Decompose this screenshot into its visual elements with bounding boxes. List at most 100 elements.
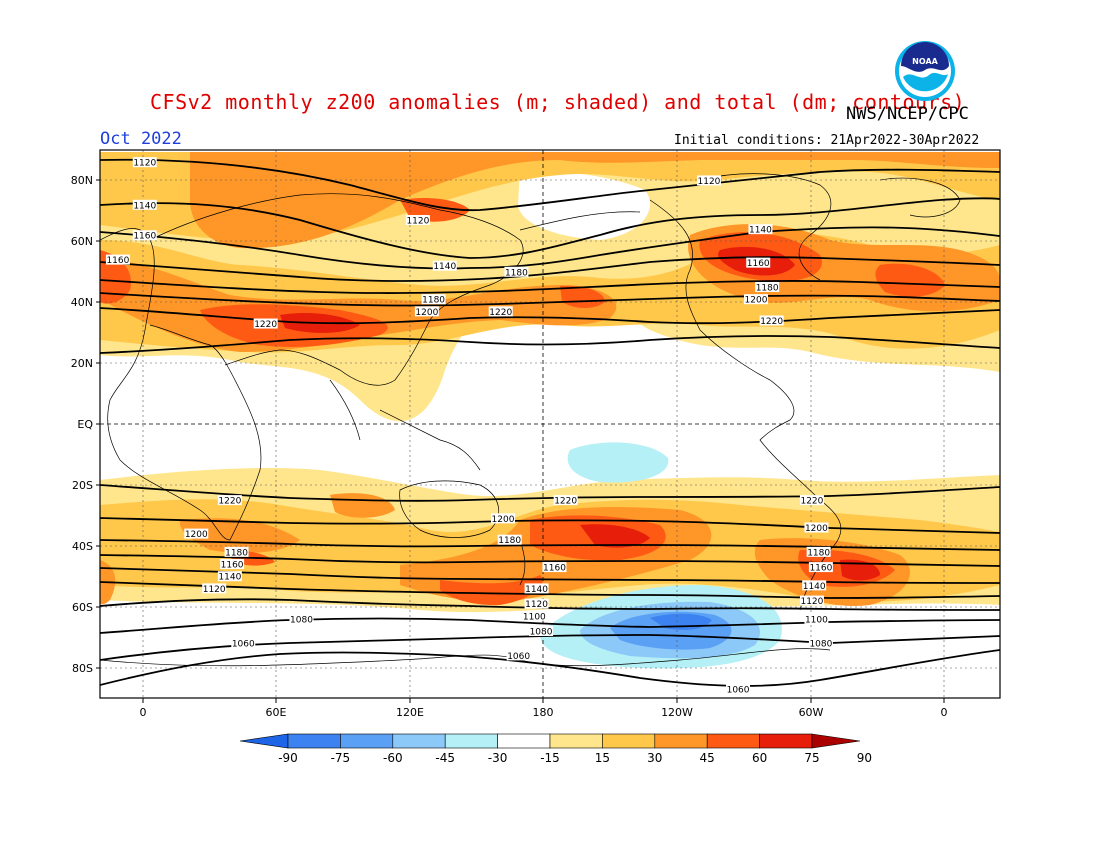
contour-label-text: 1120 bbox=[133, 159, 156, 169]
contour-label-bg bbox=[405, 215, 430, 226]
colorbar-swatch bbox=[497, 733, 551, 749]
contour-label-text: 1180 bbox=[756, 284, 779, 294]
contour-label-bg bbox=[804, 613, 829, 624]
latitude-ticks bbox=[96, 179, 100, 669]
contour-label: 1220 bbox=[799, 495, 824, 507]
colorbar-label: -30 bbox=[488, 751, 508, 765]
lat-label: 20N bbox=[71, 357, 93, 370]
contour-label: 1220 bbox=[253, 318, 278, 330]
latitude-axis: 80N 60N 40N 20N EQ 20S 40S 60S 80S bbox=[71, 174, 94, 675]
contour-label: 1160 bbox=[542, 562, 567, 574]
contour-label-text: 1220 bbox=[254, 320, 277, 330]
contour-label: 1200 bbox=[184, 528, 209, 540]
contour-label-text: 1120 bbox=[698, 177, 721, 187]
contour-label: 1140 bbox=[217, 571, 242, 583]
contour-label-bg bbox=[231, 638, 256, 649]
contour-label: 1160 bbox=[132, 230, 157, 242]
contour-label-bg bbox=[806, 546, 831, 557]
colorbar-label: -15 bbox=[540, 751, 560, 765]
colorbar-label: -60 bbox=[383, 751, 403, 765]
contour-label-text: 1100 bbox=[805, 615, 828, 625]
colorbar: -90 -75 -60 -45 -30 -15 15 30 45 60 75 90 bbox=[239, 733, 872, 765]
contour-label: 1220 bbox=[553, 495, 578, 507]
contour-label-text: 1200 bbox=[805, 524, 828, 534]
lon-label: 120E bbox=[396, 706, 424, 719]
contour-label-bg bbox=[490, 513, 515, 524]
contour-label-bg bbox=[414, 306, 439, 317]
longitude-axis: 0 60E 120E 180 120W 60W 0 bbox=[140, 706, 948, 719]
contour-label: 1200 bbox=[490, 513, 515, 525]
contour-label-bg bbox=[802, 580, 827, 591]
contour-label-text: 1160 bbox=[543, 564, 566, 574]
contour-label-bg bbox=[421, 294, 446, 305]
colorbar-low-extend bbox=[239, 733, 289, 749]
contour-label-bg bbox=[132, 199, 157, 210]
contour-label: 1220 bbox=[217, 495, 242, 507]
contour-label: 1080 bbox=[808, 638, 833, 650]
lon-label: 120W bbox=[661, 706, 693, 719]
contour-label-text: 1220 bbox=[489, 308, 512, 318]
contour-label-text: 1220 bbox=[760, 317, 783, 327]
contour-label-text: 1120 bbox=[203, 585, 226, 595]
lat-label: EQ bbox=[77, 418, 93, 431]
contour-label-text: 1160 bbox=[809, 564, 832, 574]
longitude-ticks bbox=[142, 698, 945, 703]
contour-label-bg bbox=[497, 534, 522, 545]
contour-label-text: 1080 bbox=[290, 615, 313, 625]
contour-label: 1100 bbox=[804, 613, 829, 625]
contour-label-text: 1080 bbox=[530, 628, 553, 638]
contour-label: 1180 bbox=[504, 266, 529, 278]
contour-label-bg bbox=[488, 306, 513, 317]
contour-label-bg bbox=[217, 495, 242, 506]
contour-label-bg bbox=[542, 562, 567, 573]
contour-label: 1120 bbox=[132, 157, 157, 169]
contour-label-bg bbox=[217, 571, 242, 582]
colorbar-label: 90 bbox=[857, 751, 872, 765]
contour-label-text: 1140 bbox=[433, 262, 456, 272]
contour-label: 1180 bbox=[224, 546, 249, 558]
contour-label-bg bbox=[696, 175, 721, 186]
contour-label-bg bbox=[184, 528, 209, 539]
contour-label: 1180 bbox=[497, 534, 522, 546]
contour-label-bg bbox=[755, 282, 780, 292]
contour-label-bg bbox=[289, 613, 314, 624]
contour-label-bg bbox=[553, 495, 578, 506]
contour-label-text: 1100 bbox=[523, 612, 546, 622]
contour-label-text: 1160 bbox=[133, 232, 156, 242]
contour-label: 1100 bbox=[522, 610, 547, 622]
contour-label-text: 1200 bbox=[745, 296, 768, 306]
contour-label-text: 1120 bbox=[800, 597, 823, 607]
contour-label-text: 1180 bbox=[422, 296, 445, 306]
contour-label: 1220 bbox=[759, 315, 784, 327]
colorbar-swatch bbox=[444, 733, 498, 749]
contour-label-text: 1180 bbox=[498, 536, 521, 546]
contour-label-bg bbox=[804, 522, 829, 533]
contour-label-text: 1180 bbox=[225, 548, 248, 558]
contour-label-bg bbox=[524, 583, 549, 594]
lon-label: 0 bbox=[941, 706, 948, 719]
contour-label-bg bbox=[132, 157, 157, 168]
contour-label-bg bbox=[522, 610, 547, 621]
contour-label: 1120 bbox=[405, 215, 430, 227]
colorbar-swatch bbox=[392, 733, 446, 749]
lat-label: 80S bbox=[72, 662, 93, 675]
colorbar-label: 45 bbox=[700, 751, 715, 765]
contour-label-bg bbox=[759, 315, 784, 326]
contour-label: 1140 bbox=[524, 583, 549, 595]
agency-label: NWS/NCEP/CPC bbox=[846, 104, 969, 124]
colorbar-swatch bbox=[706, 733, 760, 749]
contour-label: 1060 bbox=[231, 638, 256, 650]
contour-label-text: 1200 bbox=[415, 308, 438, 318]
lat-label: 60S bbox=[72, 601, 93, 614]
contour-label-bg bbox=[506, 650, 531, 661]
contour-label: 1140 bbox=[748, 224, 773, 236]
forecast-month: Oct 2022 bbox=[100, 129, 182, 149]
contour-label-text: 1080 bbox=[809, 640, 832, 650]
contour-label-text: 1140 bbox=[133, 201, 156, 211]
contour-label-text: 1160 bbox=[106, 256, 129, 266]
contour-label-text: 1140 bbox=[803, 582, 826, 592]
contour-label: 1140 bbox=[132, 199, 157, 211]
lat-label: 40N bbox=[71, 296, 93, 309]
contour-label-text: 1060 bbox=[727, 685, 750, 695]
contour-label: 1120 bbox=[696, 175, 721, 187]
